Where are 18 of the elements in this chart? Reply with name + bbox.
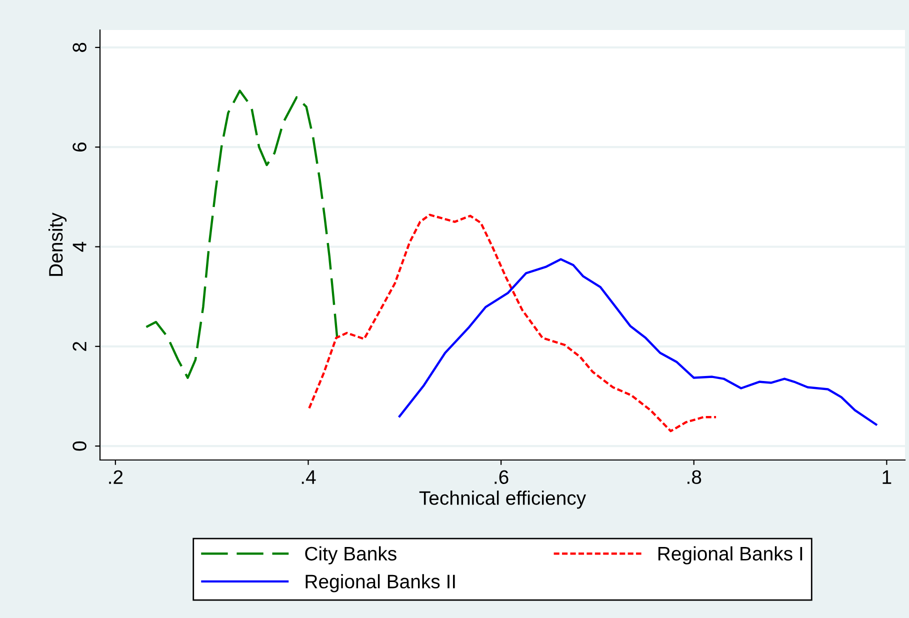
line-series	[398, 258, 878, 426]
y-tick-label: 6	[72, 142, 86, 152]
x-tick-label: .8	[688, 470, 702, 484]
line-series	[145, 90, 338, 379]
x-axis-title: Technical efficiency	[419, 490, 586, 509]
x-tick-label: .4	[302, 470, 316, 484]
x-tick-label: 1	[882, 470, 892, 484]
x-tick-label: .2	[109, 470, 123, 484]
x-tick-label: .6	[494, 470, 508, 484]
y-tick-label: 4	[72, 242, 86, 252]
y-tick-label: 2	[72, 342, 86, 351]
line-series	[308, 214, 718, 432]
legend-label: Regional Banks I	[658, 546, 802, 564]
legend-label: City Banks	[305, 546, 396, 564]
y-tick-label: 8	[72, 42, 86, 52]
y-tick-label: 0	[72, 441, 86, 451]
y-axis-title: Density	[48, 212, 67, 276]
legend-label: Regional Banks II	[306, 574, 455, 592]
